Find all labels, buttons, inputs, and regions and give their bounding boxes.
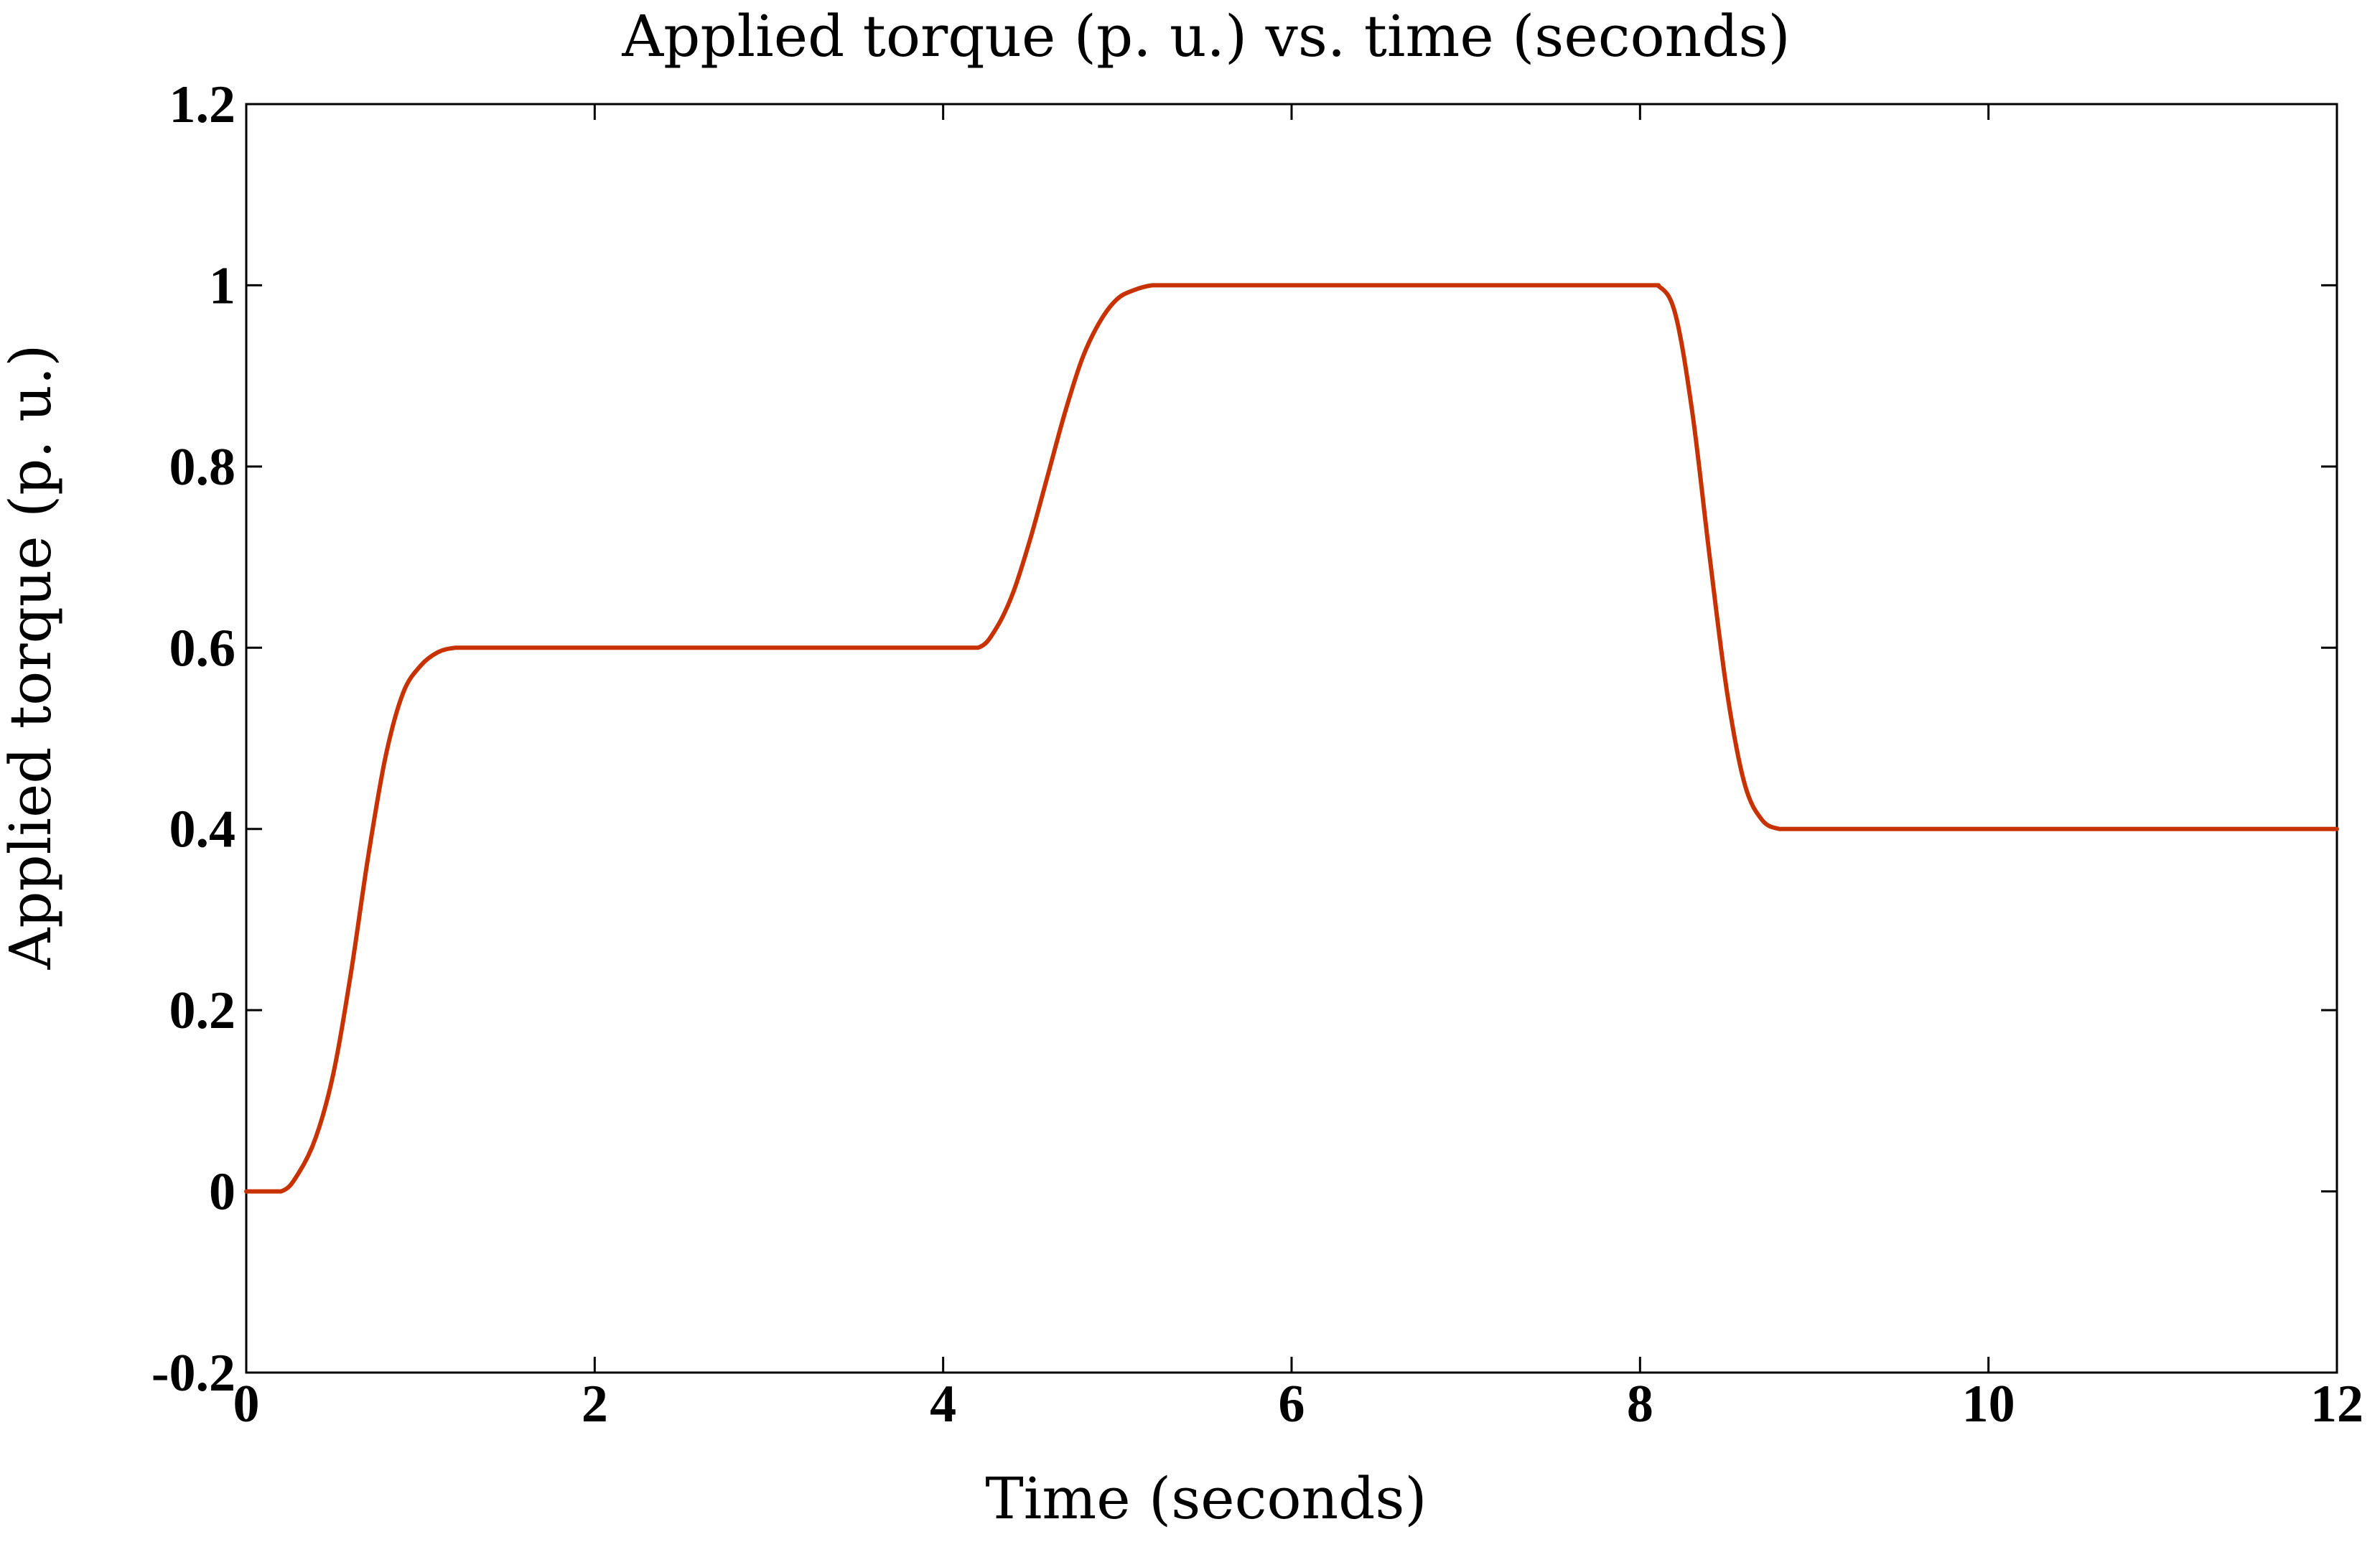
x-tick-label: 10	[1962, 1375, 2015, 1434]
y-tick-label: 0.8	[169, 438, 236, 497]
series-group	[244, 283, 2339, 1194]
x-tick-label: 6	[1279, 1375, 1305, 1434]
x-tick-label: 4	[930, 1375, 956, 1434]
y-axis-label: Applied torque (p. u.)	[0, 345, 64, 971]
series-line	[244, 283, 2339, 1194]
y-tick-label: 0.4	[169, 800, 236, 859]
y-tick-label: 1.2	[169, 75, 236, 134]
y-tick-label: -0.2	[151, 1344, 235, 1403]
plot-frame	[245, 103, 2338, 1374]
x-tick-label: 8	[1627, 1375, 1653, 1434]
plot-area	[245, 103, 2338, 1374]
x-axis-label: Time (seconds)	[985, 1465, 1427, 1532]
x-axis-label-group: Time (seconds)	[985, 1465, 1427, 1532]
axis-tick-labels: 0 2 4 6 8 10 12-0.200.20.40.60.811.2	[151, 75, 2363, 1434]
y-tick-label: 1	[209, 256, 235, 315]
y-tick-label: 0.6	[169, 619, 236, 678]
y-tick-label: 0.2	[169, 981, 236, 1040]
chart-title: Applied torque (p. u.) vs. time (seconds…	[621, 3, 1790, 70]
axis-ticks	[245, 103, 2338, 1374]
x-tick-label: 0	[233, 1375, 260, 1434]
x-tick-label: 2	[582, 1375, 608, 1434]
y-tick-label: 0	[209, 1163, 235, 1222]
x-tick-label: 12	[2310, 1375, 2363, 1434]
